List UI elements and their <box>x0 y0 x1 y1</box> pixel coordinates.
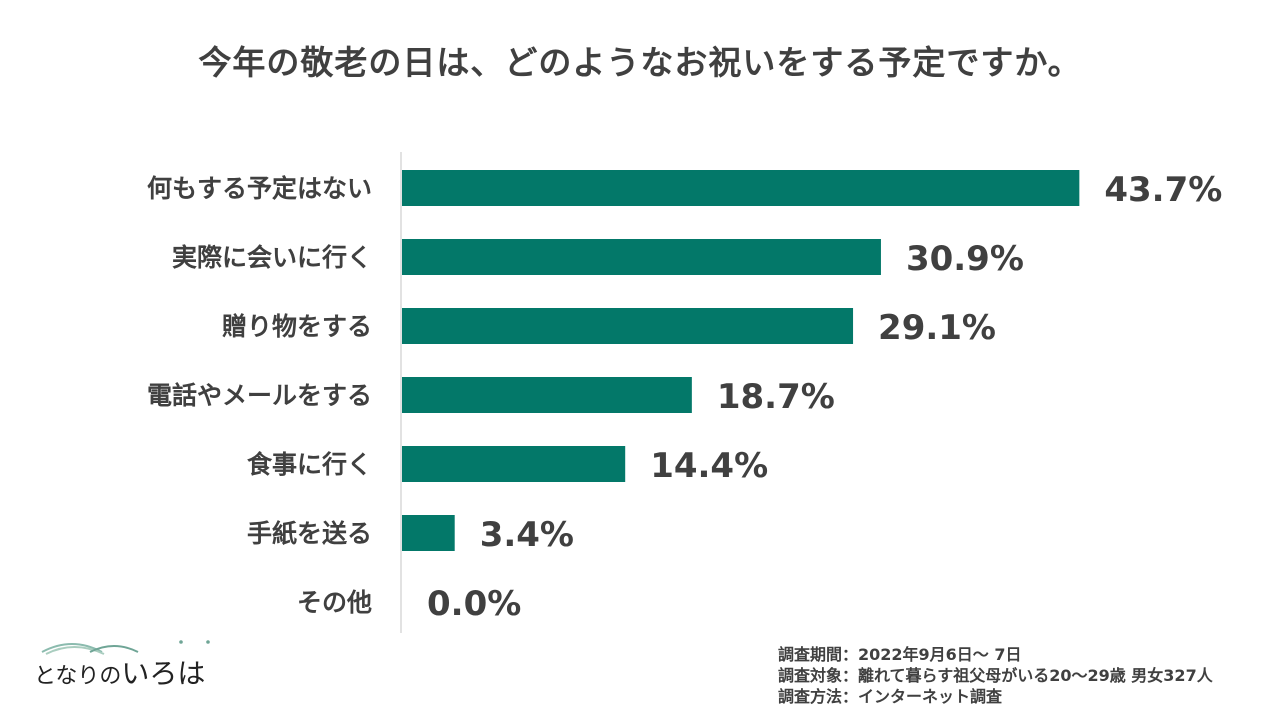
survey-period: 調査期間：2022年9月6日～ 7日 <box>778 645 1022 664</box>
category-label: 贈り物をする <box>222 312 372 341</box>
bar <box>402 446 626 482</box>
value-label: 43.7% <box>1104 170 1222 210</box>
category-label: 手紙を送る <box>247 519 372 548</box>
logo-text-small: となりの <box>34 664 122 689</box>
category-label: 電話やメールをする <box>147 381 372 410</box>
value-label: 14.4% <box>650 446 768 486</box>
survey-method: 調査方法：インターネット調査 <box>778 687 1003 706</box>
bar <box>402 239 881 275</box>
value-label: 29.1% <box>878 308 996 348</box>
logo-text-big: いろは <box>121 657 206 690</box>
bar <box>402 170 1080 206</box>
chart-title: 今年の敬老の日は、どのようなお祝いをする予定ですか。 <box>198 43 1082 82</box>
category-label: 食事に行く <box>247 450 372 479</box>
value-label: 3.4% <box>480 515 574 555</box>
logo-arcs-icon <box>41 640 210 655</box>
survey-target: 調査対象：離れて暮らす祖父母がいる20～29歳 男女327人 <box>778 666 1213 685</box>
logo: となりのいろは <box>34 640 224 690</box>
category-label: その他 <box>297 588 372 617</box>
category-label: 実際に会いに行く <box>172 243 372 272</box>
bar <box>402 515 455 551</box>
category-label: 何もする予定はない <box>147 174 372 203</box>
bar-chart: 何もする予定はない 43.7% 実際に会いに行く 30.9% 贈り物をする 29.1% 電話… <box>147 152 1222 633</box>
value-label: 18.7% <box>717 377 835 417</box>
value-label: 0.0% <box>427 584 521 624</box>
bar <box>402 308 854 344</box>
value-label: 30.9% <box>906 239 1024 279</box>
survey-info: 調査期間：2022年9月6日～ 7日 調査対象：離れて暮らす祖父母がいる20～2… <box>778 644 1213 707</box>
bar <box>402 377 692 413</box>
